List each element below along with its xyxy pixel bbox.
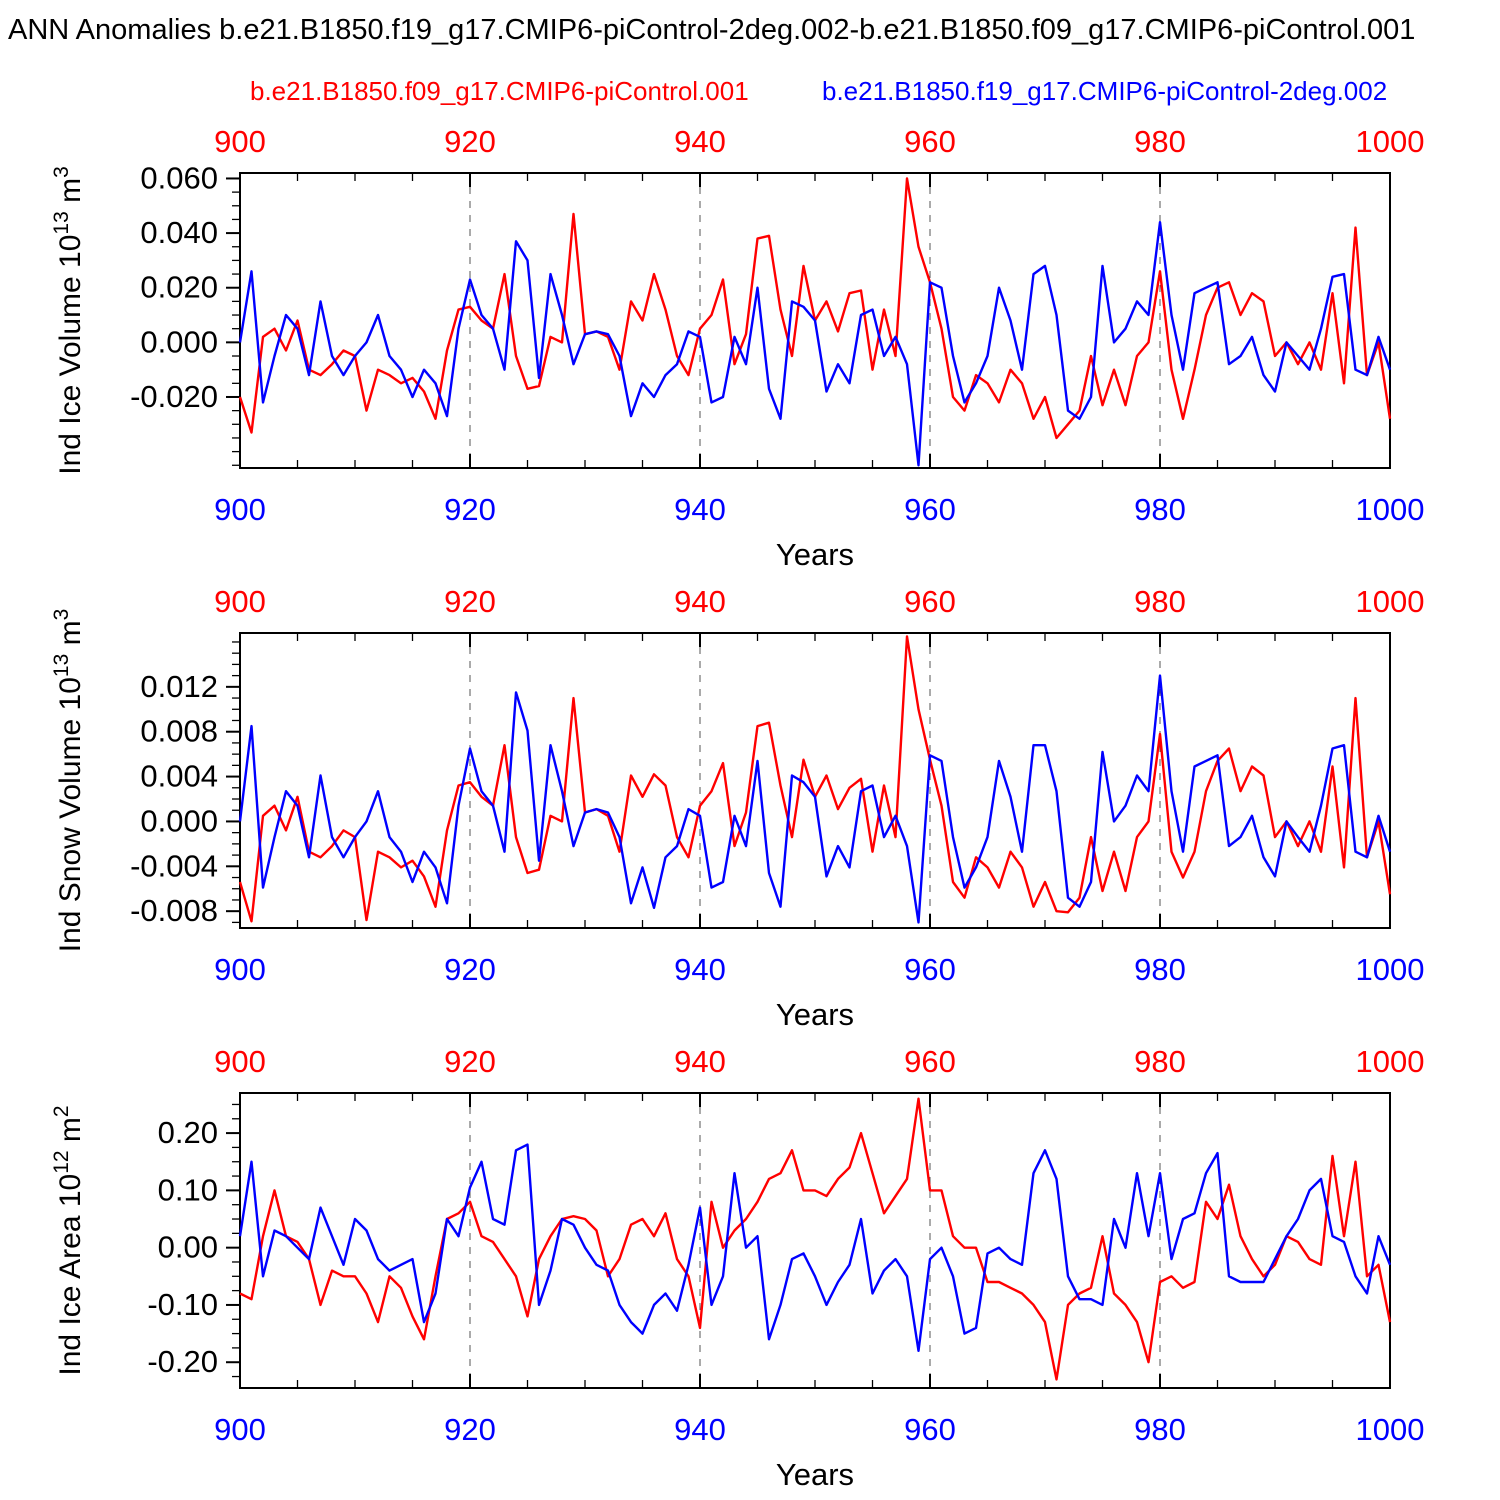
x-axis-top-label: 900 — [214, 124, 266, 159]
x-axis-bottom-label: 900 — [214, 1412, 266, 1447]
x-axis-top-label: 980 — [1134, 584, 1186, 619]
x-axis-bottom-label: 980 — [1134, 952, 1186, 987]
y-axis-title: Ind Snow Volume 1013 m3 — [50, 609, 87, 953]
x-axis-bottom-label: 940 — [674, 952, 726, 987]
panel-svg-ice-area: 900 900 920 920 940 940 960 960 980 980 1000 1000 -0… — [50, 1044, 1425, 1492]
panel-ice-area: 900 900 920 920 940 940 960 960 980 980 1000 1000 -0… — [0, 1038, 1500, 1498]
x-axis-bottom-label: 960 — [904, 1412, 956, 1447]
x-axis-top-label: 940 — [674, 124, 726, 159]
series-line-blue — [238, 674, 1392, 924]
x-axis-top-label: 980 — [1134, 1044, 1186, 1079]
x-axis-bottom-label: 1000 — [1356, 952, 1425, 987]
chart-title: ANN Anomalies b.e21.B1850.f19_g17.CMIP6-… — [8, 14, 1416, 46]
y-axis-tick-label: 0.10 — [158, 1172, 218, 1207]
series-line-blue — [238, 220, 1392, 467]
y-axis-tick-label: 0.008 — [140, 714, 218, 749]
y-axis-tick-label: 0.00 — [158, 1230, 218, 1265]
panel-svg-ice-volume: 900 900 920 920 940 940 960 960 980 980 1000 1000 -0… — [50, 124, 1425, 572]
x-axis-bottom-label: 940 — [674, 492, 726, 527]
x-axis-bottom-label: 980 — [1134, 1412, 1186, 1447]
y-axis-tick-label: 0.20 — [158, 1115, 218, 1150]
y-axis-tick-label: -0.020 — [130, 379, 218, 414]
x-axis-bottom-label: 960 — [904, 492, 956, 527]
y-axis-tick-label: 0.040 — [140, 215, 218, 250]
series-line-red — [238, 177, 1392, 440]
x-axis-bottom-label: 920 — [444, 492, 496, 527]
x-axis-top-label: 1000 — [1356, 124, 1425, 159]
x-axis-top-label: 900 — [214, 1044, 266, 1079]
y-axis-title: Ind Ice Volume 1013 m3 — [50, 166, 87, 475]
x-axis-top-label: 1000 — [1356, 1044, 1425, 1079]
series-line-blue — [238, 1143, 1392, 1352]
y-axis-tick-label: -0.004 — [130, 848, 218, 883]
y-axis-tick-label: 0.060 — [140, 160, 218, 195]
x-axis-top-label: 920 — [444, 1044, 496, 1079]
legend-label-blue: b.e21.B1850.f19_g17.CMIP6-piControl-2deg… — [822, 76, 1388, 106]
x-axis-top-label: 920 — [444, 584, 496, 619]
panel-ice-volume: 900 900 920 920 940 940 960 960 980 980 1000 1000 -0… — [0, 118, 1500, 578]
x-axis-bottom-label: 920 — [444, 1412, 496, 1447]
x-axis-top-label: 920 — [444, 124, 496, 159]
x-axis-top-label: 960 — [904, 584, 956, 619]
x-axis-top-label: 1000 — [1356, 584, 1425, 619]
panel-svg-snow-volume: 900 900 920 920 940 940 960 960 980 980 1000 1000 -0… — [50, 584, 1425, 1032]
x-axis-title: Years — [776, 537, 854, 572]
plot-frame — [239, 1092, 1391, 1389]
y-axis-tick-label: -0.10 — [147, 1287, 218, 1322]
y-axis-tick-label: 0.000 — [140, 803, 218, 838]
plot-frame — [239, 632, 1391, 929]
x-axis-title: Years — [776, 1457, 854, 1492]
x-axis-top-label: 960 — [904, 124, 956, 159]
y-axis-tick-label: 0.004 — [140, 759, 218, 794]
x-axis-top-label: 900 — [214, 584, 266, 619]
y-axis-tick-label: 0.012 — [140, 669, 218, 704]
x-axis-bottom-label: 900 — [214, 492, 266, 527]
panel-snow-volume: 900 900 920 920 940 940 960 960 980 980 1000 1000 -0… — [0, 578, 1500, 1038]
y-axis-tick-label: -0.20 — [147, 1344, 218, 1379]
y-axis-tick-label: 0.020 — [140, 270, 218, 305]
y-axis-title: Ind Ice Area 1012 m2 — [50, 1105, 87, 1375]
series-line-red — [239, 1097, 1392, 1381]
y-axis-tick-label: -0.008 — [130, 893, 218, 928]
panels: 900 900 920 920 940 940 960 960 980 980 1000 1000 -0… — [0, 118, 1500, 1498]
x-axis-bottom-label: 920 — [444, 952, 496, 987]
series-line-red — [238, 635, 1392, 923]
x-axis-bottom-label: 1000 — [1356, 492, 1425, 527]
legend: b.e21.B1850.f09_g17.CMIP6-piControl.001 … — [0, 76, 1500, 116]
x-axis-top-label: 940 — [674, 584, 726, 619]
x-axis-top-label: 980 — [1134, 124, 1186, 159]
x-axis-bottom-label: 980 — [1134, 492, 1186, 527]
y-axis-tick-label: 0.000 — [140, 324, 218, 359]
x-axis-bottom-label: 940 — [674, 1412, 726, 1447]
x-axis-bottom-label: 960 — [904, 952, 956, 987]
x-axis-title: Years — [776, 997, 854, 1032]
x-axis-top-label: 960 — [904, 1044, 956, 1079]
x-axis-bottom-label: 900 — [214, 952, 266, 987]
x-axis-bottom-label: 1000 — [1356, 1412, 1425, 1447]
legend-label-red: b.e21.B1850.f09_g17.CMIP6-piControl.001 — [250, 76, 749, 106]
x-axis-top-label: 940 — [674, 1044, 726, 1079]
